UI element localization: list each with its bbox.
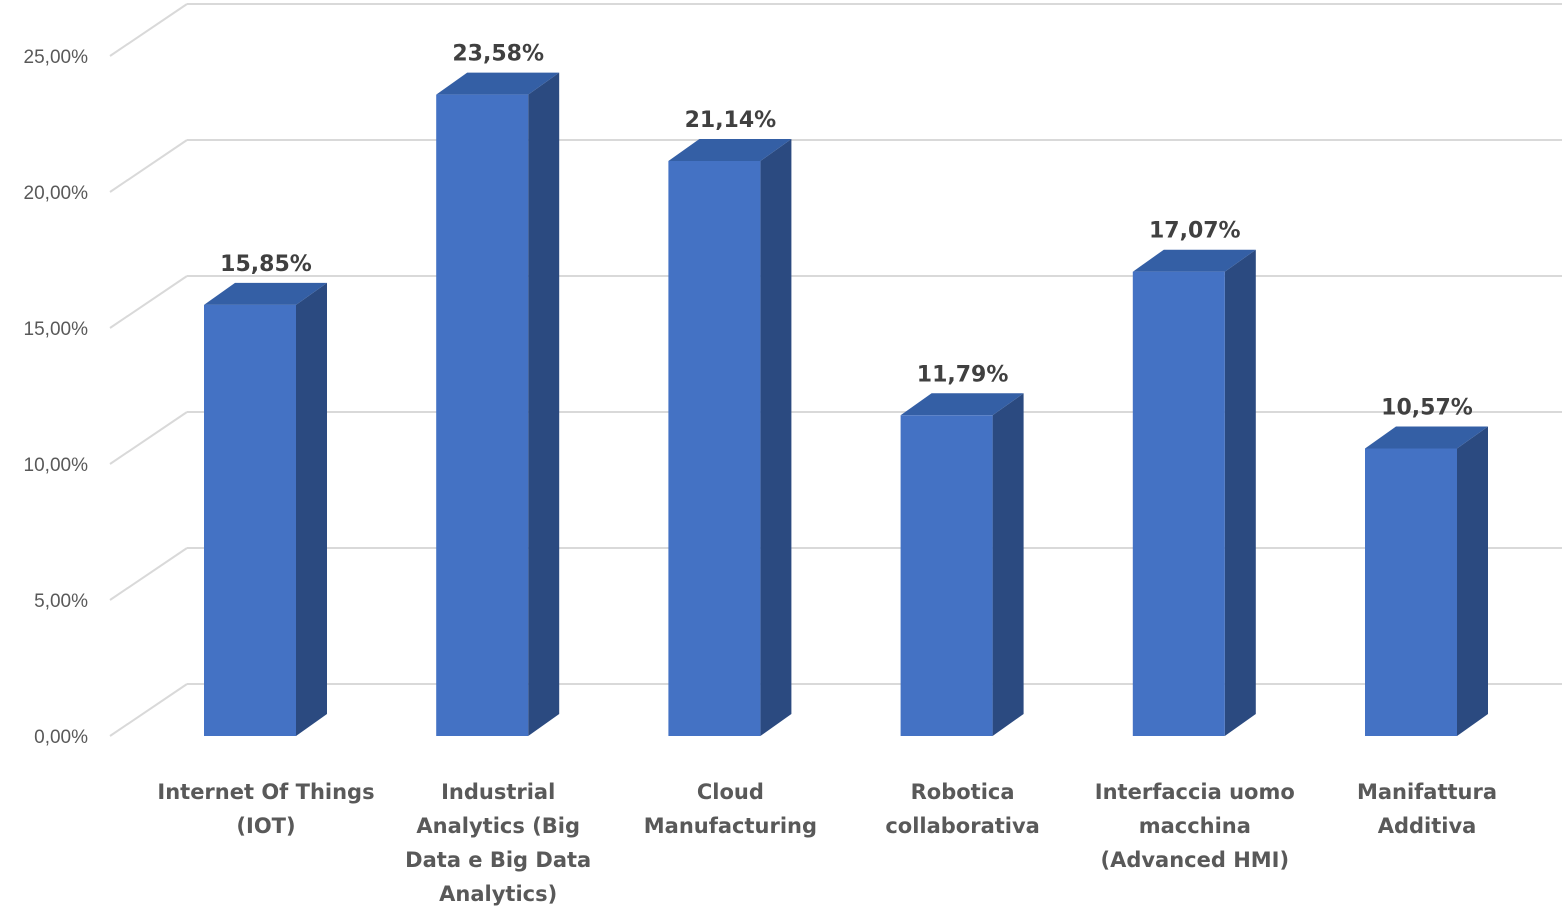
y-axis-tick-labels: 0,00% 5,00% 10,00% 15,00% 20,00% 25,00% — [24, 47, 89, 748]
bar — [204, 282, 327, 736]
bar — [436, 72, 560, 736]
gridlines — [109, 3, 1562, 737]
bars — [204, 72, 1488, 737]
data-label: 17,07% — [1149, 219, 1241, 244]
data-label: 11,79% — [917, 362, 1009, 387]
bar-front-face — [1132, 271, 1225, 736]
data-labels: 15,85% 23,58% 21,14% 11,79% 17,07% 10,57% — [220, 42, 1473, 421]
gridline-diagonal — [109, 411, 188, 465]
gridline-diagonal — [109, 683, 188, 737]
x-category-label: Interfaccia uomo macchina (Advanced HMI) — [1095, 780, 1295, 872]
data-label: 10,57% — [1381, 395, 1473, 420]
bar — [900, 393, 1024, 736]
x-category-label: Manifattura Additiva — [1357, 780, 1497, 838]
x-category-label: Internet Of Things (IOT) — [157, 780, 374, 838]
gridline-diagonal — [109, 547, 188, 601]
data-label: 21,14% — [685, 108, 777, 133]
bar — [668, 138, 792, 736]
bar-side-face — [992, 393, 1024, 736]
bar-front-face — [436, 94, 529, 736]
gridline-diagonal — [109, 139, 188, 193]
x-axis-category-labels: Internet Of Things (IOT) Industrial Analyti… — [157, 780, 1497, 906]
bar-top-face — [1132, 249, 1256, 272]
bar-front-face — [900, 415, 993, 736]
bar-side-face — [1224, 249, 1256, 737]
bar-top-face — [668, 138, 792, 161]
bar — [1365, 426, 1488, 736]
x-category-label: Industrial Analytics (Big Data e Big Data A… — [405, 780, 591, 906]
y-tick-label: 20,00% — [24, 183, 89, 204]
bar-top-face — [1365, 426, 1488, 449]
y-tick-label: 25,00% — [24, 47, 89, 68]
y-tick-label: 10,00% — [24, 455, 89, 476]
data-label: 15,85% — [220, 252, 312, 277]
bar-side-face — [528, 72, 560, 736]
bar-side-face — [1457, 426, 1488, 736]
y-tick-label: 15,00% — [24, 319, 89, 340]
y-tick-label: 0,00% — [34, 727, 88, 748]
bar-top-face — [900, 393, 1024, 416]
bar-side-face — [296, 282, 327, 736]
bar-top-face — [204, 282, 327, 305]
bar-front-face — [668, 160, 761, 736]
gridline-diagonal — [109, 3, 188, 57]
x-category-label: Robotica collaborativa — [885, 780, 1040, 838]
bar-top-face — [436, 72, 560, 95]
data-label: 23,58% — [452, 42, 544, 67]
y-tick-label: 5,00% — [34, 591, 88, 612]
bar-side-face — [760, 138, 792, 736]
x-category-label: Cloud Manufacturing — [644, 780, 817, 838]
bar — [1132, 249, 1256, 737]
gridline-diagonal — [109, 275, 188, 329]
bar-front-face — [204, 304, 296, 736]
bar-front-face — [1365, 448, 1457, 736]
